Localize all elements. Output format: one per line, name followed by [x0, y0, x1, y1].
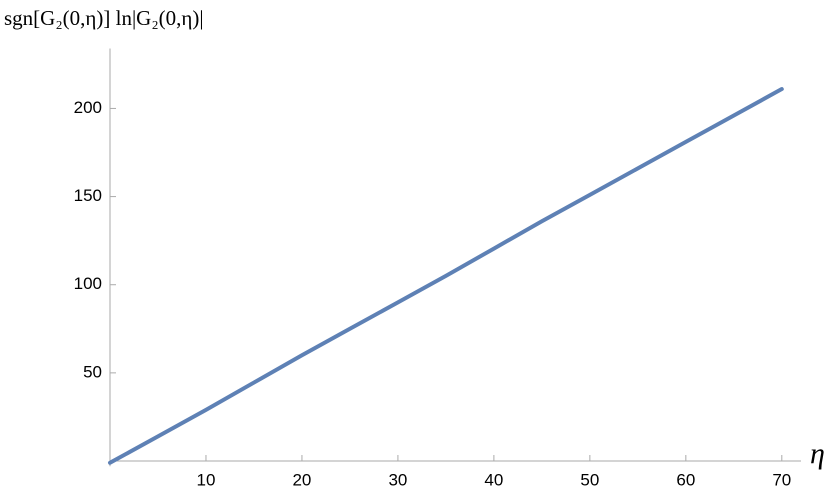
data-line — [108, 87, 784, 465]
x-tick-label: 60 — [676, 470, 695, 489]
y-tick-label: 100 — [74, 274, 102, 293]
x-tick-label: 40 — [484, 470, 503, 489]
y-tick-label: 50 — [83, 362, 102, 381]
y-tick-label: 200 — [74, 98, 102, 117]
y-tick-label: 150 — [74, 186, 102, 205]
x-tick-label: 10 — [197, 470, 216, 489]
x-axis-label: η — [810, 437, 825, 470]
x-tick-label: 70 — [772, 470, 791, 489]
x-tick-label: 50 — [580, 470, 599, 489]
x-tick-label: 30 — [388, 470, 407, 489]
x-tick-label: 20 — [292, 470, 311, 489]
y-axis-label: sgn[G₂(0,η)] ln|G₂(0,η)| — [4, 6, 204, 30]
